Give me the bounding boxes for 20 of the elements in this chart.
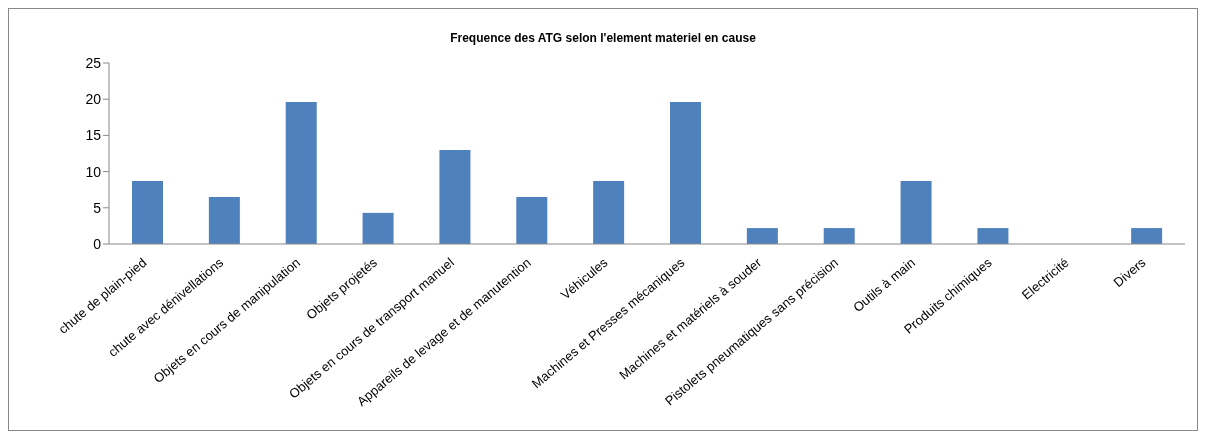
chart-title: Frequence des ATG selon l'element materiel en cause (449, 31, 757, 45)
y-tick-label: 5 (93, 199, 102, 216)
bar (900, 181, 932, 244)
bar (132, 181, 163, 244)
y-tick-label: 10 (85, 163, 102, 180)
bar (670, 102, 701, 244)
bar (746, 228, 778, 244)
bar (1131, 228, 1163, 244)
y-tick-label: 25 (85, 54, 102, 71)
bar (439, 149, 471, 244)
bar (208, 196, 240, 244)
bar (593, 181, 625, 244)
bar (977, 228, 1009, 244)
bar (285, 102, 317, 244)
bar (362, 212, 394, 244)
y-tick-label: 15 (85, 127, 102, 144)
y-tick-label: 20 (85, 91, 102, 108)
bar (823, 228, 855, 244)
y-tick-label: 0 (93, 235, 102, 252)
bar (516, 196, 548, 244)
